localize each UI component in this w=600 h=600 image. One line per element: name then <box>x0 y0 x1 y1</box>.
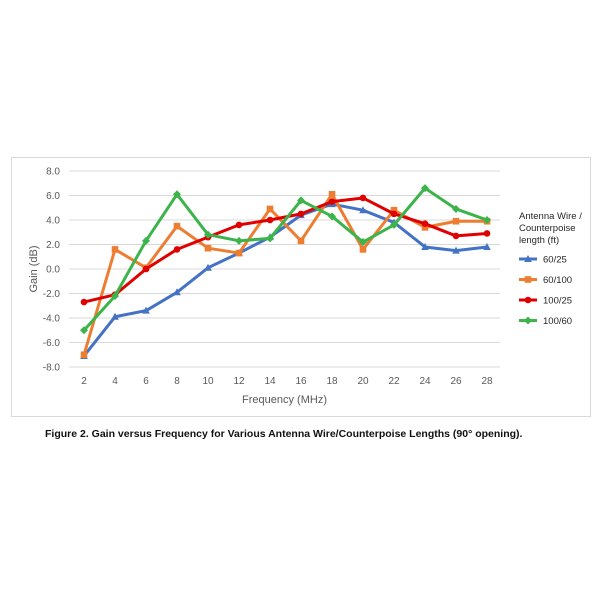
x-tick-label: 12 <box>233 376 245 387</box>
data-point <box>111 312 119 320</box>
data-point <box>421 184 429 193</box>
data-point <box>111 291 119 300</box>
x-axis-title: Frequency (MHz) <box>242 394 327 406</box>
data-point <box>421 224 429 231</box>
x-tick-label: 4 <box>112 376 118 387</box>
legend-marker-60/25 <box>524 255 532 262</box>
series-line-60/100 <box>82 192 489 357</box>
data-point <box>452 232 460 240</box>
data-point <box>266 234 274 243</box>
data-point <box>483 216 491 224</box>
x-tick-label: 26 <box>450 376 462 387</box>
data-point <box>111 246 119 253</box>
data-point <box>235 236 243 245</box>
legend-title: length (ft) <box>519 235 559 246</box>
data-point <box>359 194 367 202</box>
data-point <box>297 210 305 218</box>
data-point <box>80 351 88 359</box>
data-point <box>235 221 243 229</box>
data-point <box>204 263 212 271</box>
data-point <box>204 230 212 239</box>
data-point <box>483 242 491 250</box>
data-point <box>452 204 460 213</box>
x-tick-label: 24 <box>419 376 431 387</box>
data-point <box>235 249 243 257</box>
data-point <box>359 238 367 247</box>
data-point <box>266 205 274 213</box>
data-point <box>452 246 460 254</box>
data-point <box>266 216 274 224</box>
data-point <box>452 217 460 225</box>
data-point <box>173 246 181 253</box>
x-tick-label: 6 <box>143 376 149 387</box>
figure-caption: Figure 2. Gain versus Frequency for Vari… <box>45 428 523 440</box>
x-tick-label: 20 <box>357 376 369 387</box>
data-point <box>390 210 398 218</box>
y-tick-label: 6.0 <box>46 191 60 202</box>
data-point <box>328 198 336 205</box>
data-point <box>328 190 336 198</box>
legend-label: 60/25 <box>543 255 567 266</box>
legend-label: 100/60 <box>543 316 572 327</box>
x-tick-label: 8 <box>174 376 180 387</box>
legend-marker-100/25 <box>524 296 532 304</box>
y-tick-label: 2.0 <box>46 240 60 251</box>
x-tick-label: 2 <box>81 376 87 387</box>
x-tick-label: 18 <box>326 376 338 387</box>
x-tick-label: 28 <box>481 376 493 387</box>
y-tick-label: -4.0 <box>43 314 61 325</box>
x-tick-label: 16 <box>295 376 307 387</box>
data-point <box>173 190 181 199</box>
legend-title: Counterpoise <box>519 223 576 234</box>
legend-marker-100/60 <box>524 316 532 325</box>
y-tick-label: 0.0 <box>46 265 60 276</box>
data-point <box>142 306 150 314</box>
data-point <box>204 244 212 252</box>
data-point <box>80 326 88 335</box>
data-point <box>359 206 367 214</box>
data-point <box>297 196 305 205</box>
x-tick-label: 10 <box>202 376 214 387</box>
legend-label: 60/100 <box>543 275 572 286</box>
data-point <box>390 206 398 214</box>
data-point <box>80 298 88 306</box>
data-point <box>173 288 181 296</box>
data-point <box>328 212 336 221</box>
series-line-100/60 <box>82 186 489 332</box>
data-point <box>297 237 305 245</box>
y-tick-label: -6.0 <box>43 338 61 349</box>
data-point <box>142 265 150 273</box>
x-tick-label: 22 <box>388 376 400 387</box>
data-point <box>173 222 181 230</box>
legend-title: Antenna Wire / <box>519 211 582 222</box>
x-tick-label: 14 <box>264 376 276 387</box>
y-axis-title: Gain (dB) <box>28 245 40 292</box>
y-tick-label: 4.0 <box>46 216 60 227</box>
legend-marker-60/100 <box>524 276 532 283</box>
data-point <box>421 242 429 250</box>
data-point <box>390 220 398 229</box>
data-point <box>483 230 491 237</box>
y-tick-label: -8.0 <box>43 363 61 374</box>
data-point <box>142 236 150 245</box>
data-point <box>359 246 367 253</box>
legend-label: 100/25 <box>543 296 572 307</box>
y-tick-label: 8.0 <box>46 167 60 178</box>
series-line-100/25 <box>82 196 489 304</box>
y-tick-label: -2.0 <box>43 289 61 300</box>
data-point <box>421 220 429 227</box>
